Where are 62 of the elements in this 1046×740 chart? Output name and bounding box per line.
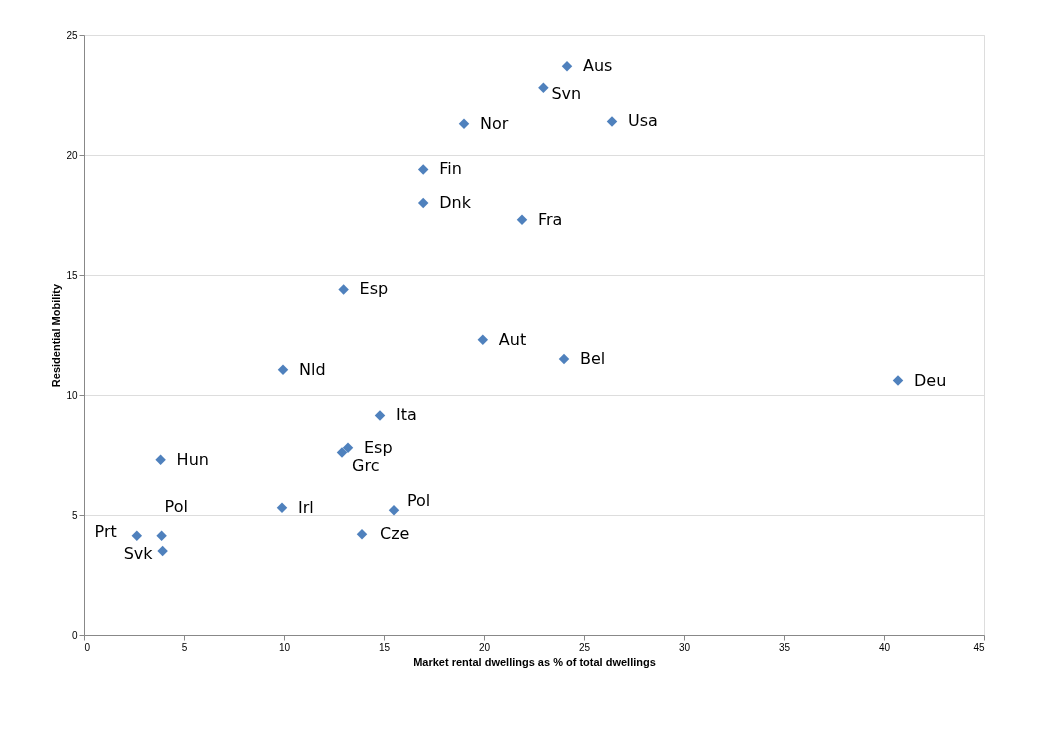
annotation: Esp [359,279,389,299]
x-axis-title: Market rental dwellings as % of total dwellings [413,655,656,668]
annotation: Nld [299,359,326,379]
annotation: Deu [914,370,947,390]
annotation: Cze [380,524,410,544]
y-axis-title: Residential Mobility [50,282,63,388]
annotation: Dnk [439,193,472,212]
annotation: Svk [123,544,154,563]
annotation: Bel [580,349,606,368]
point [538,82,549,94]
y-tick-label: 25 [66,29,78,41]
annotation: Svn [551,83,582,103]
annotation: Nor [480,113,509,133]
point [338,284,349,295]
annotation: Pol [164,496,188,516]
annotation: Fin [439,159,462,179]
x-tick-label: 15 [378,641,391,653]
y-tick-label: 15 [66,269,78,281]
point [276,502,288,514]
point [155,454,166,466]
point [336,447,348,458]
x-tick-label: 45 [973,641,985,653]
annotation: Irl [298,497,314,517]
point [417,197,429,209]
annotation: Aut [498,329,527,349]
annotation: Pol [407,491,431,511]
point [342,442,354,454]
x-tick-label: 10 [278,641,291,653]
point [558,353,570,365]
point [561,60,573,72]
x-tick-label: 0 [84,641,91,653]
point [356,528,368,540]
annotation: Grc [352,455,380,475]
point [477,334,489,346]
x-tick-label: 35 [778,641,791,653]
y-tick-label: 0 [71,629,78,641]
x-tick-label: 30 [678,641,691,653]
point [374,410,386,421]
point [892,375,904,386]
point [131,530,143,541]
annotation: Esp [364,437,393,457]
point [157,545,168,557]
annotation: Usa [628,111,658,131]
annotation: Fra [538,209,563,229]
y-tick-label: 5 [71,509,78,521]
y-tick-label: 10 [66,389,78,401]
x-tick-label: 5 [181,641,188,653]
x-tick-label: 20 [478,641,491,653]
y-tick-label: 20 [66,149,78,161]
point [606,116,618,127]
point [417,164,429,175]
point [388,504,400,516]
annotation: Hun [176,449,209,469]
point [516,214,528,226]
annotation: Aus [583,56,613,76]
point [277,364,289,376]
annotation: Ita [396,405,417,425]
point [156,530,167,541]
x-tick-label: 40 [878,641,891,653]
point [458,118,470,130]
x-tick-label: 25 [578,641,591,653]
annotation: Prt [94,521,117,541]
